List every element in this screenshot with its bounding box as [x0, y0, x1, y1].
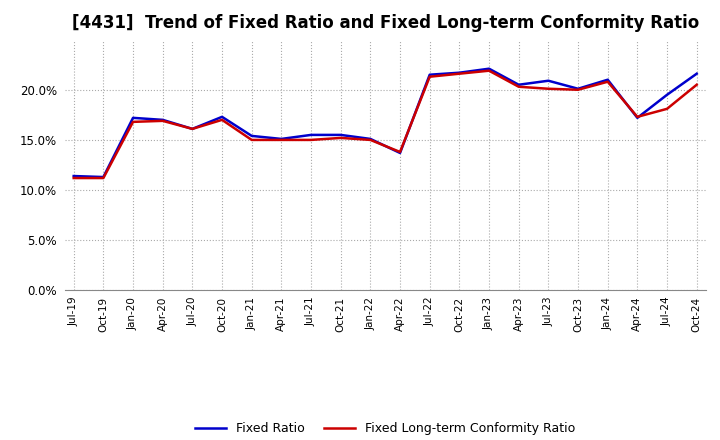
Fixed Ratio: [544, 78, 553, 83]
Fixed Ratio: [514, 82, 523, 88]
Line: Fixed Ratio: Fixed Ratio: [73, 69, 697, 177]
Fixed Long-term Conformity Ratio: [426, 74, 434, 79]
Fixed Ratio: [99, 174, 108, 180]
Fixed Ratio: [158, 117, 167, 122]
Legend: Fixed Ratio, Fixed Long-term Conformity Ratio: Fixed Ratio, Fixed Long-term Conformity …: [190, 417, 580, 440]
Fixed Long-term Conformity Ratio: [693, 82, 701, 88]
Fixed Ratio: [69, 173, 78, 179]
Fixed Ratio: [396, 150, 405, 156]
Fixed Long-term Conformity Ratio: [603, 79, 612, 84]
Fixed Ratio: [662, 92, 671, 97]
Fixed Long-term Conformity Ratio: [633, 114, 642, 120]
Fixed Ratio: [426, 72, 434, 77]
Title: [4431]  Trend of Fixed Ratio and Fixed Long-term Conformity Ratio: [4431] Trend of Fixed Ratio and Fixed Lo…: [71, 15, 699, 33]
Fixed Long-term Conformity Ratio: [366, 137, 374, 143]
Fixed Long-term Conformity Ratio: [217, 117, 226, 122]
Fixed Long-term Conformity Ratio: [188, 126, 197, 132]
Fixed Ratio: [336, 132, 345, 138]
Fixed Long-term Conformity Ratio: [662, 106, 671, 111]
Fixed Long-term Conformity Ratio: [544, 86, 553, 92]
Fixed Ratio: [693, 71, 701, 77]
Fixed Long-term Conformity Ratio: [277, 137, 286, 143]
Line: Fixed Long-term Conformity Ratio: Fixed Long-term Conformity Ratio: [73, 71, 697, 178]
Fixed Long-term Conformity Ratio: [158, 118, 167, 124]
Fixed Long-term Conformity Ratio: [307, 137, 315, 143]
Fixed Ratio: [574, 86, 582, 92]
Fixed Long-term Conformity Ratio: [69, 176, 78, 181]
Fixed Long-term Conformity Ratio: [129, 119, 138, 125]
Fixed Ratio: [277, 136, 286, 142]
Fixed Ratio: [307, 132, 315, 138]
Fixed Ratio: [129, 115, 138, 121]
Fixed Ratio: [248, 133, 256, 139]
Fixed Ratio: [603, 77, 612, 82]
Fixed Long-term Conformity Ratio: [574, 87, 582, 92]
Fixed Ratio: [485, 66, 493, 71]
Fixed Long-term Conformity Ratio: [336, 135, 345, 140]
Fixed Ratio: [217, 114, 226, 120]
Fixed Long-term Conformity Ratio: [455, 71, 464, 77]
Fixed Long-term Conformity Ratio: [485, 68, 493, 73]
Fixed Long-term Conformity Ratio: [248, 137, 256, 143]
Fixed Long-term Conformity Ratio: [396, 149, 405, 154]
Fixed Ratio: [188, 126, 197, 132]
Fixed Long-term Conformity Ratio: [99, 176, 108, 181]
Fixed Long-term Conformity Ratio: [514, 84, 523, 89]
Fixed Ratio: [633, 115, 642, 121]
Fixed Ratio: [455, 70, 464, 75]
Fixed Ratio: [366, 136, 374, 142]
